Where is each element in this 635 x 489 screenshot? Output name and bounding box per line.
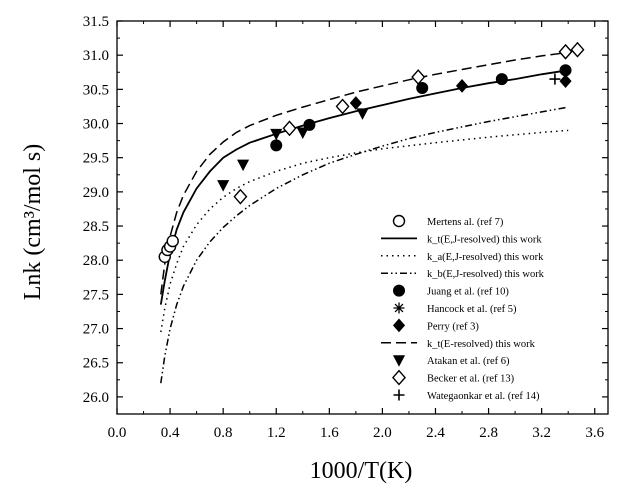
legend-label-10: Wategaonkar et al. (ref 14) xyxy=(427,391,540,402)
series-4-point-3 xyxy=(496,74,507,85)
legend-marker-10 xyxy=(394,390,405,401)
series-6-point-1 xyxy=(456,79,468,93)
y-tick-label: 29.0 xyxy=(83,185,109,201)
x-tick-label: 3.2 xyxy=(532,425,551,441)
markers xyxy=(159,43,583,262)
legend-label-1: k_t(E,J-resolved) this work xyxy=(427,234,542,245)
legend-label-0: Mertens al. (ref 7) xyxy=(427,217,504,228)
x-tick-label: 1.6 xyxy=(320,425,339,441)
series-line-2 xyxy=(161,130,568,332)
legend-marker-8 xyxy=(393,355,405,367)
series-8-point-3 xyxy=(297,127,309,139)
x-tick-label: 0.0 xyxy=(108,425,127,441)
series-8-point-0 xyxy=(217,180,229,192)
legend-marker-9 xyxy=(393,371,405,385)
y-tick-label: 26.0 xyxy=(83,390,109,406)
x-tick-label: 1.2 xyxy=(267,425,286,441)
y-tick-label: 31.0 xyxy=(83,48,109,64)
series-8-point-4 xyxy=(356,108,368,120)
legend-marker-5 xyxy=(394,303,405,314)
series-9-point-4 xyxy=(559,45,571,59)
legend-label-2: k_a(E,J-resolved) this work xyxy=(427,252,544,263)
y-tick-label: 31.5 xyxy=(83,14,109,30)
curves xyxy=(161,52,568,383)
x-tick-label: 2.0 xyxy=(373,425,392,441)
series-6-point-0 xyxy=(350,96,362,110)
series-4-point-0 xyxy=(271,140,282,151)
series-9-point-2 xyxy=(337,100,349,114)
series-6-point-2 xyxy=(559,74,571,88)
plot-frame xyxy=(117,21,608,414)
legend-marker-6 xyxy=(393,319,405,333)
y-tick-label: 28.5 xyxy=(83,219,109,235)
legend-label-5: Hancock et al. (ref 5) xyxy=(427,304,517,315)
x-tick-label: 3.6 xyxy=(585,425,604,441)
x-tick-label: 2.8 xyxy=(479,425,498,441)
series-8-point-1 xyxy=(237,160,249,172)
legend-marker-4 xyxy=(394,285,405,296)
legend-label-9: Becker et al. (ref 13) xyxy=(427,374,515,385)
legend-label-4: Juang et al. (ref 10) xyxy=(427,287,509,298)
y-tick-label: 30.5 xyxy=(83,82,109,98)
x-tick-label: 2.4 xyxy=(426,425,445,441)
legend-label-7: k_t(E-resolved) this work xyxy=(427,339,536,350)
series-9-point-5 xyxy=(571,43,583,57)
legend-label-3: k_b(E,J-resolved) this work xyxy=(427,269,545,280)
x-tick-label: 0.8 xyxy=(214,425,233,441)
series-9-point-0 xyxy=(234,190,246,204)
series-4-point-4 xyxy=(560,65,571,76)
legend-label-8: Atakan et al. (ref 6) xyxy=(427,356,510,367)
y-tick-label: 27.0 xyxy=(83,322,109,338)
y-axis-title: Lnk (cm³/mol s) xyxy=(20,144,46,301)
legend-label-6: Perry (ref 3) xyxy=(427,321,479,332)
series-9-point-1 xyxy=(283,121,295,135)
y-tick-label: 30.0 xyxy=(83,117,109,133)
legend: Mertens al. (ref 7) k_t(E,J-resolved) thi… xyxy=(381,216,545,403)
y-tick-label: 28.0 xyxy=(83,253,109,269)
y-tick-label: 29.5 xyxy=(83,151,109,167)
y-tick-label: 26.5 xyxy=(83,356,109,372)
series-0-point-3 xyxy=(167,236,178,247)
series-9-point-3 xyxy=(412,70,424,84)
x-axis-title: 1000/T(K) xyxy=(310,458,413,484)
x-tick-label: 0.4 xyxy=(161,425,180,441)
y-tick-label: 27.5 xyxy=(83,287,109,303)
legend-marker-0 xyxy=(394,216,405,227)
series-10-point-0 xyxy=(549,74,560,85)
